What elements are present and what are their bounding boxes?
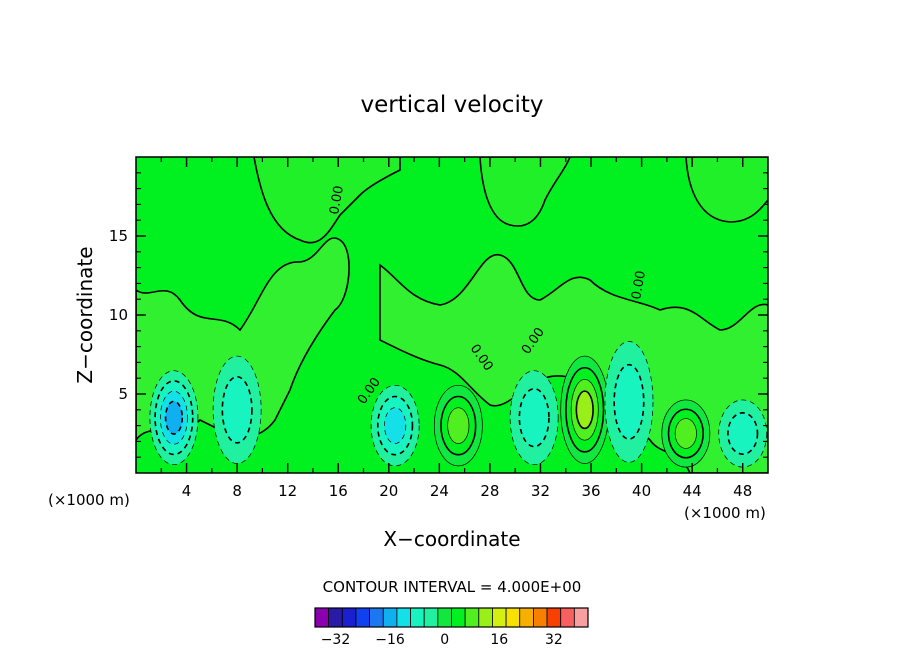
colorbar-tick-label: −32 — [321, 632, 351, 648]
colorbar-swatch — [328, 607, 343, 628]
y-tick-label: 15 — [109, 227, 128, 245]
contour-interval-note: CONTOUR INTERVAL = 4.000E+00 — [323, 578, 582, 596]
velocity-cell — [212, 355, 262, 464]
colorbar-swatch — [437, 607, 452, 628]
colorbar-swatch — [341, 607, 357, 628]
contour-ring — [447, 407, 470, 444]
contour-ring — [727, 412, 759, 455]
chart-title: vertical velocity — [361, 92, 544, 118]
colorbar-frame — [314, 607, 589, 628]
colorbar-swatch — [478, 607, 493, 628]
colorbar-swatch — [464, 607, 480, 628]
colorbar-swatch — [355, 607, 371, 628]
x-tick-label: 32 — [531, 482, 550, 500]
colorbar-swatch — [492, 607, 507, 628]
colorbar-swatch — [314, 607, 330, 628]
velocity-cell — [509, 370, 559, 466]
x-tick-label: 36 — [581, 482, 600, 500]
x-tick-label: 8 — [232, 482, 242, 500]
contour-ring — [575, 390, 594, 430]
colorbar-swatch — [410, 607, 425, 628]
velocity-cell — [718, 399, 768, 468]
contour-label: 0.00 — [629, 270, 649, 301]
velocity-cell — [149, 370, 199, 466]
velocity-cell — [370, 384, 420, 467]
colorbar-swatch — [423, 607, 439, 628]
colorbar-swatch — [369, 607, 384, 628]
contour-ring — [518, 387, 550, 448]
y-tick-label: 10 — [109, 306, 128, 324]
colorbar-tick-label: 16 — [490, 632, 508, 648]
x-axis-title: X−coordinate — [383, 527, 520, 551]
x-unit-left: (×1000 m) — [48, 491, 130, 509]
colorbar-swatch — [560, 607, 575, 628]
colorbar-swatch — [519, 607, 534, 628]
velocity-cells — [149, 341, 768, 468]
x-tick-label: 4 — [182, 482, 192, 500]
colorbar-swatch — [573, 607, 589, 628]
contour-ring — [674, 418, 697, 449]
x-tick-label: 12 — [278, 482, 297, 500]
x-tick-label: 20 — [379, 482, 398, 500]
x-tick-label: 24 — [430, 482, 449, 500]
colorbar-swatch — [382, 607, 398, 628]
colorbar-swatch — [396, 607, 411, 628]
y-axis: 5 10 15 — [109, 172, 768, 458]
colorbar-swatch — [546, 607, 562, 628]
contour-label: 0.00 — [327, 185, 347, 216]
contour-ring — [221, 375, 253, 444]
velocity-cell — [560, 355, 610, 464]
x-unit-right: (×1000 m) — [684, 504, 766, 522]
colorbar-swatch — [533, 607, 548, 628]
colorbar-tick-label: 0 — [440, 632, 449, 648]
velocity-cell — [604, 341, 654, 463]
y-tick-label: 5 — [118, 385, 128, 403]
colorbar-ticks: −32 −16 0 16 32 — [321, 632, 563, 648]
y-axis-title: Z−coordinate — [73, 246, 97, 383]
colorbar-tick-label: 32 — [545, 632, 563, 648]
x-tick-label: 40 — [632, 482, 651, 500]
velocity-cell — [433, 384, 483, 467]
contour-ring — [384, 407, 407, 444]
colorbar — [314, 607, 589, 628]
x-axis: 4 8 12 16 20 24 28 32 36 40 44 48 — [160, 157, 752, 500]
colorbar-swatch — [451, 607, 466, 628]
contour-ring — [164, 400, 184, 435]
velocity-cell — [661, 399, 711, 468]
colorbar-swatch — [505, 607, 521, 628]
x-tick-label: 28 — [480, 482, 499, 500]
colorbar-tick-label: −16 — [375, 632, 405, 648]
x-tick-label: 48 — [733, 482, 752, 500]
plot-area: 0.00 0.00 0.00 0.00 0.00 — [136, 157, 768, 473]
x-tick-label: 16 — [329, 482, 348, 500]
contour-ring — [613, 363, 645, 440]
x-tick-label: 44 — [683, 482, 702, 500]
